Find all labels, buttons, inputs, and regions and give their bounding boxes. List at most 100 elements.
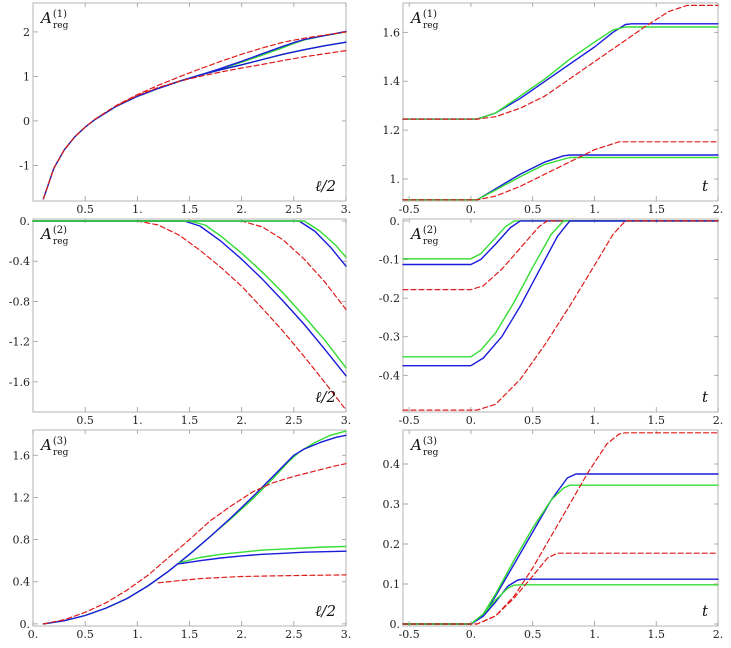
panel-middle-right: -0.5 0. 0.5 1. 1.5 2. 0. -0.1 -0.2 -0.3 -0.4 A(2) re… [379,215,723,427]
panel-label-sup: (2) [423,225,437,236]
x-axis-label: ℓ/2 [315,602,336,620]
y-tick-label: 1. [390,173,401,186]
x-tick-label: 2. [236,414,247,427]
x-tick-label: 1. [589,628,600,641]
panel-top-right: -0.5 0. 0.5 1. 1.5 2. 1. 1.2 1.4 1.6 A(1) reg t [383,2,724,216]
panel-label: A(3) reg [39,436,69,458]
series-green-2 [32,220,347,258]
series-red-1 [32,220,347,411]
x-tick-label: 1.5 [647,414,665,427]
x-tick-label: 0. [466,628,477,641]
x-tick-label: 2.5 [285,203,303,216]
x-tick-label: 1.5 [181,203,199,216]
y-tick-label: 0. [390,618,401,631]
x-tick-label: 0. [466,414,477,427]
plot-frame [32,218,347,413]
panel-label-base: A [409,9,422,27]
panel-label: A(3) reg [409,436,439,458]
y-tick-label: 0.8 [13,534,31,547]
series-red-high [42,463,347,625]
y-tick-label: 1.2 [383,124,401,137]
series-red-2 [32,220,347,311]
x-tick-label: -0.5 [399,203,420,216]
x-axis-label: t [702,177,709,195]
series-blue-low [178,550,347,565]
y-tick-label: -0.8 [9,295,30,308]
x-tick-label: 0.5 [76,414,94,427]
panel-label-sub: reg [423,21,439,31]
x-tick-label: 1. [132,203,143,216]
x-tick-label: 0.5 [524,628,542,641]
x-tick-label: 2.5 [285,628,303,641]
series-green-high [402,484,719,625]
series-upper-blue [42,30,347,200]
panel-label-sup: (2) [53,225,67,236]
x-tick-label: 2.5 [285,414,303,427]
x-tick-label: 0.5 [524,414,542,427]
series-red-b [402,220,719,411]
series-blue-b [402,220,719,367]
x-tick-label: 3. [341,628,352,641]
series-lower-red [402,141,719,201]
series-lower-blue [402,154,719,201]
plot-frame [32,429,347,627]
x-tick-label: 1. [589,414,600,427]
x-tick-label: 1.5 [181,628,199,641]
series-blue-high [42,434,347,625]
y-tick-label: 0. [390,215,401,228]
y-tick-label: 0. [20,618,31,631]
x-tick-label: 0. [28,628,39,641]
series-upper-red [402,4,719,120]
y-tick-label: 0.4 [13,576,31,589]
panel-label-sup: (3) [423,436,437,447]
y-tick-label: 0 [23,115,30,128]
panel-label-base: A [39,9,52,27]
y-tick-label: 1.6 [383,26,401,39]
x-tick-label: 0.5 [524,203,542,216]
y-tick-label: -1 [19,159,30,172]
y-tick-label: 0.2 [383,538,401,551]
panel-label-sub: reg [53,448,69,458]
x-tick-label: -0.5 [399,414,420,427]
series-blue-high [402,473,719,625]
x-tick-label: 0.5 [76,203,94,216]
series-red-low [402,552,719,625]
panel-label-sup: (1) [53,9,67,20]
y-tick-label: 2 [23,26,30,39]
x-tick-label: 0. [466,203,477,216]
y-tick-label: 1.6 [13,449,31,462]
panel-label: A(2) reg [409,225,439,247]
plot-frame [402,2,719,202]
series-upper-green [42,31,347,200]
x-tick-label: 3. [341,414,352,427]
x-tick-label: 1.5 [647,203,665,216]
y-tick-label: 1.4 [383,75,401,88]
panel-label-sup: (3) [53,436,67,447]
series-blue-1 [32,220,347,377]
series-red-low [157,574,347,584]
plot-frame [402,429,719,627]
y-tick-label: -1.6 [9,376,30,389]
x-tick-label: 2. [713,203,724,216]
series-lower-blue [136,41,347,98]
series-green-1 [32,220,347,369]
x-tick-label: -0.5 [399,628,420,641]
x-tick-label: 2. [236,628,247,641]
y-tick-label: 0.1 [383,578,401,591]
y-tick-label: 0.4 [383,458,401,471]
y-tick-label: -0.1 [379,254,400,267]
y-tick-label: -0.2 [379,292,400,305]
x-tick-label: 1.5 [647,628,665,641]
y-tick-label: 0.3 [383,498,401,511]
y-tick-label: 1.2 [13,491,31,504]
series-lower-green [136,41,347,98]
panel-label-sub: reg [423,448,439,458]
y-tick-label: 0. [20,215,31,228]
panel-middle-left: 0.5 1. 1.5 2. 2.5 3. 0. -0.4 -0.8 -1.2 -1.6 A(2) reg… [9,215,351,427]
plot-frame [32,2,347,202]
series-green-b [402,220,719,358]
x-tick-label: 3. [341,203,352,216]
series-green-high [42,430,347,625]
